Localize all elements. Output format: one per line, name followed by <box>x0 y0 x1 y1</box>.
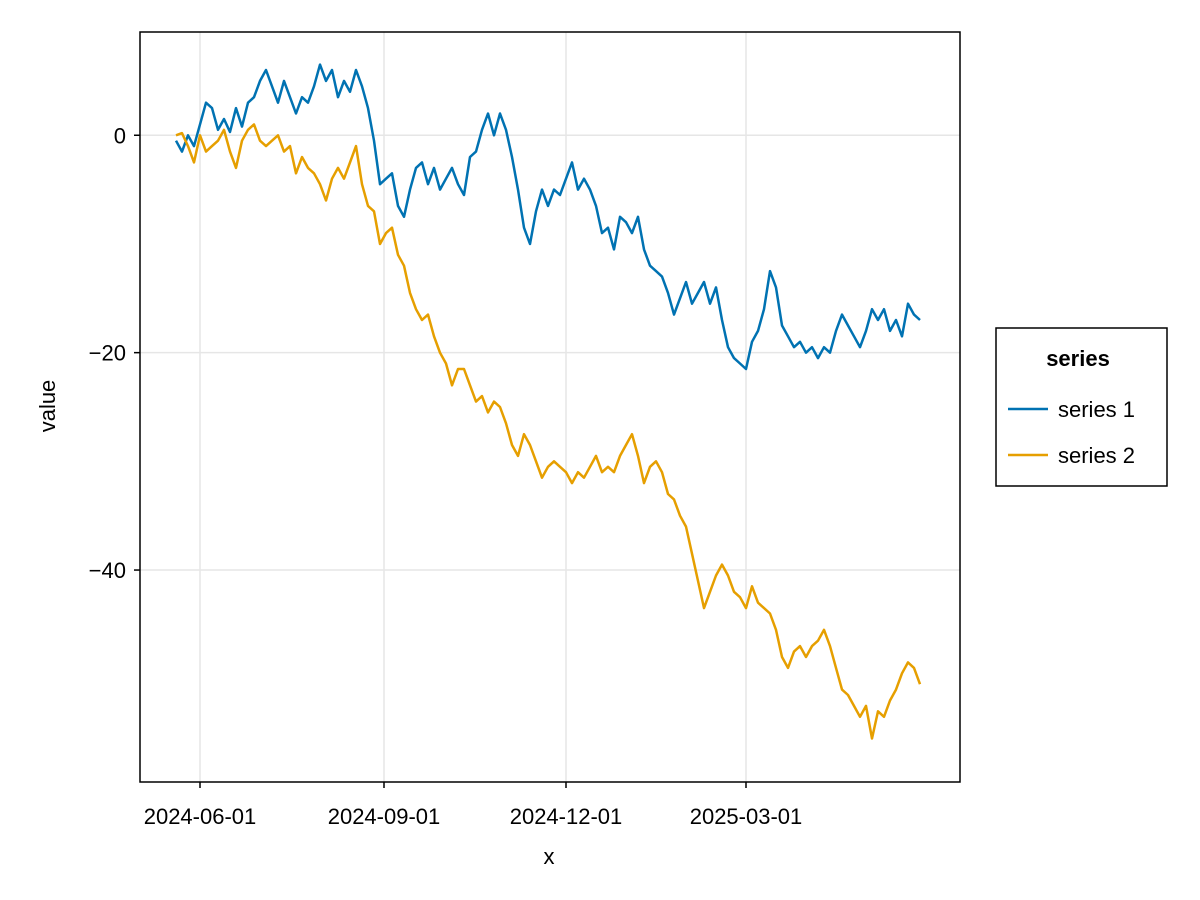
y-axis-ticks: 0 −20 −40 <box>89 123 140 583</box>
y-axis-label: value <box>35 380 60 433</box>
series-line-2 <box>175 123 922 740</box>
legend-label-series-1: series 1 <box>1058 397 1135 422</box>
x-axis-ticks: 2024-06-01 2024-09-01 2024-12-01 2025-03-01 <box>144 782 803 829</box>
legend-frame <box>995 327 1168 487</box>
x-tick-label: 2024-06-01 <box>144 804 257 829</box>
x-tick-label: 2025-03-01 <box>690 804 803 829</box>
legend-label-series-2: series 2 <box>1058 443 1135 468</box>
series-layer <box>174 63 922 740</box>
legend-title: series <box>1046 346 1110 371</box>
x-tick-label: 2024-12-01 <box>510 804 623 829</box>
x-tick-label: 2024-09-01 <box>328 804 441 829</box>
y-tick-label: −40 <box>89 558 126 583</box>
plot-frame <box>139 31 961 783</box>
legend: series series 1 series 2 <box>995 327 1168 487</box>
y-tick-label: 0 <box>114 123 126 148</box>
series-line-1 <box>174 63 921 371</box>
x-axis-label: x <box>544 844 555 869</box>
y-tick-label: −20 <box>89 341 126 366</box>
